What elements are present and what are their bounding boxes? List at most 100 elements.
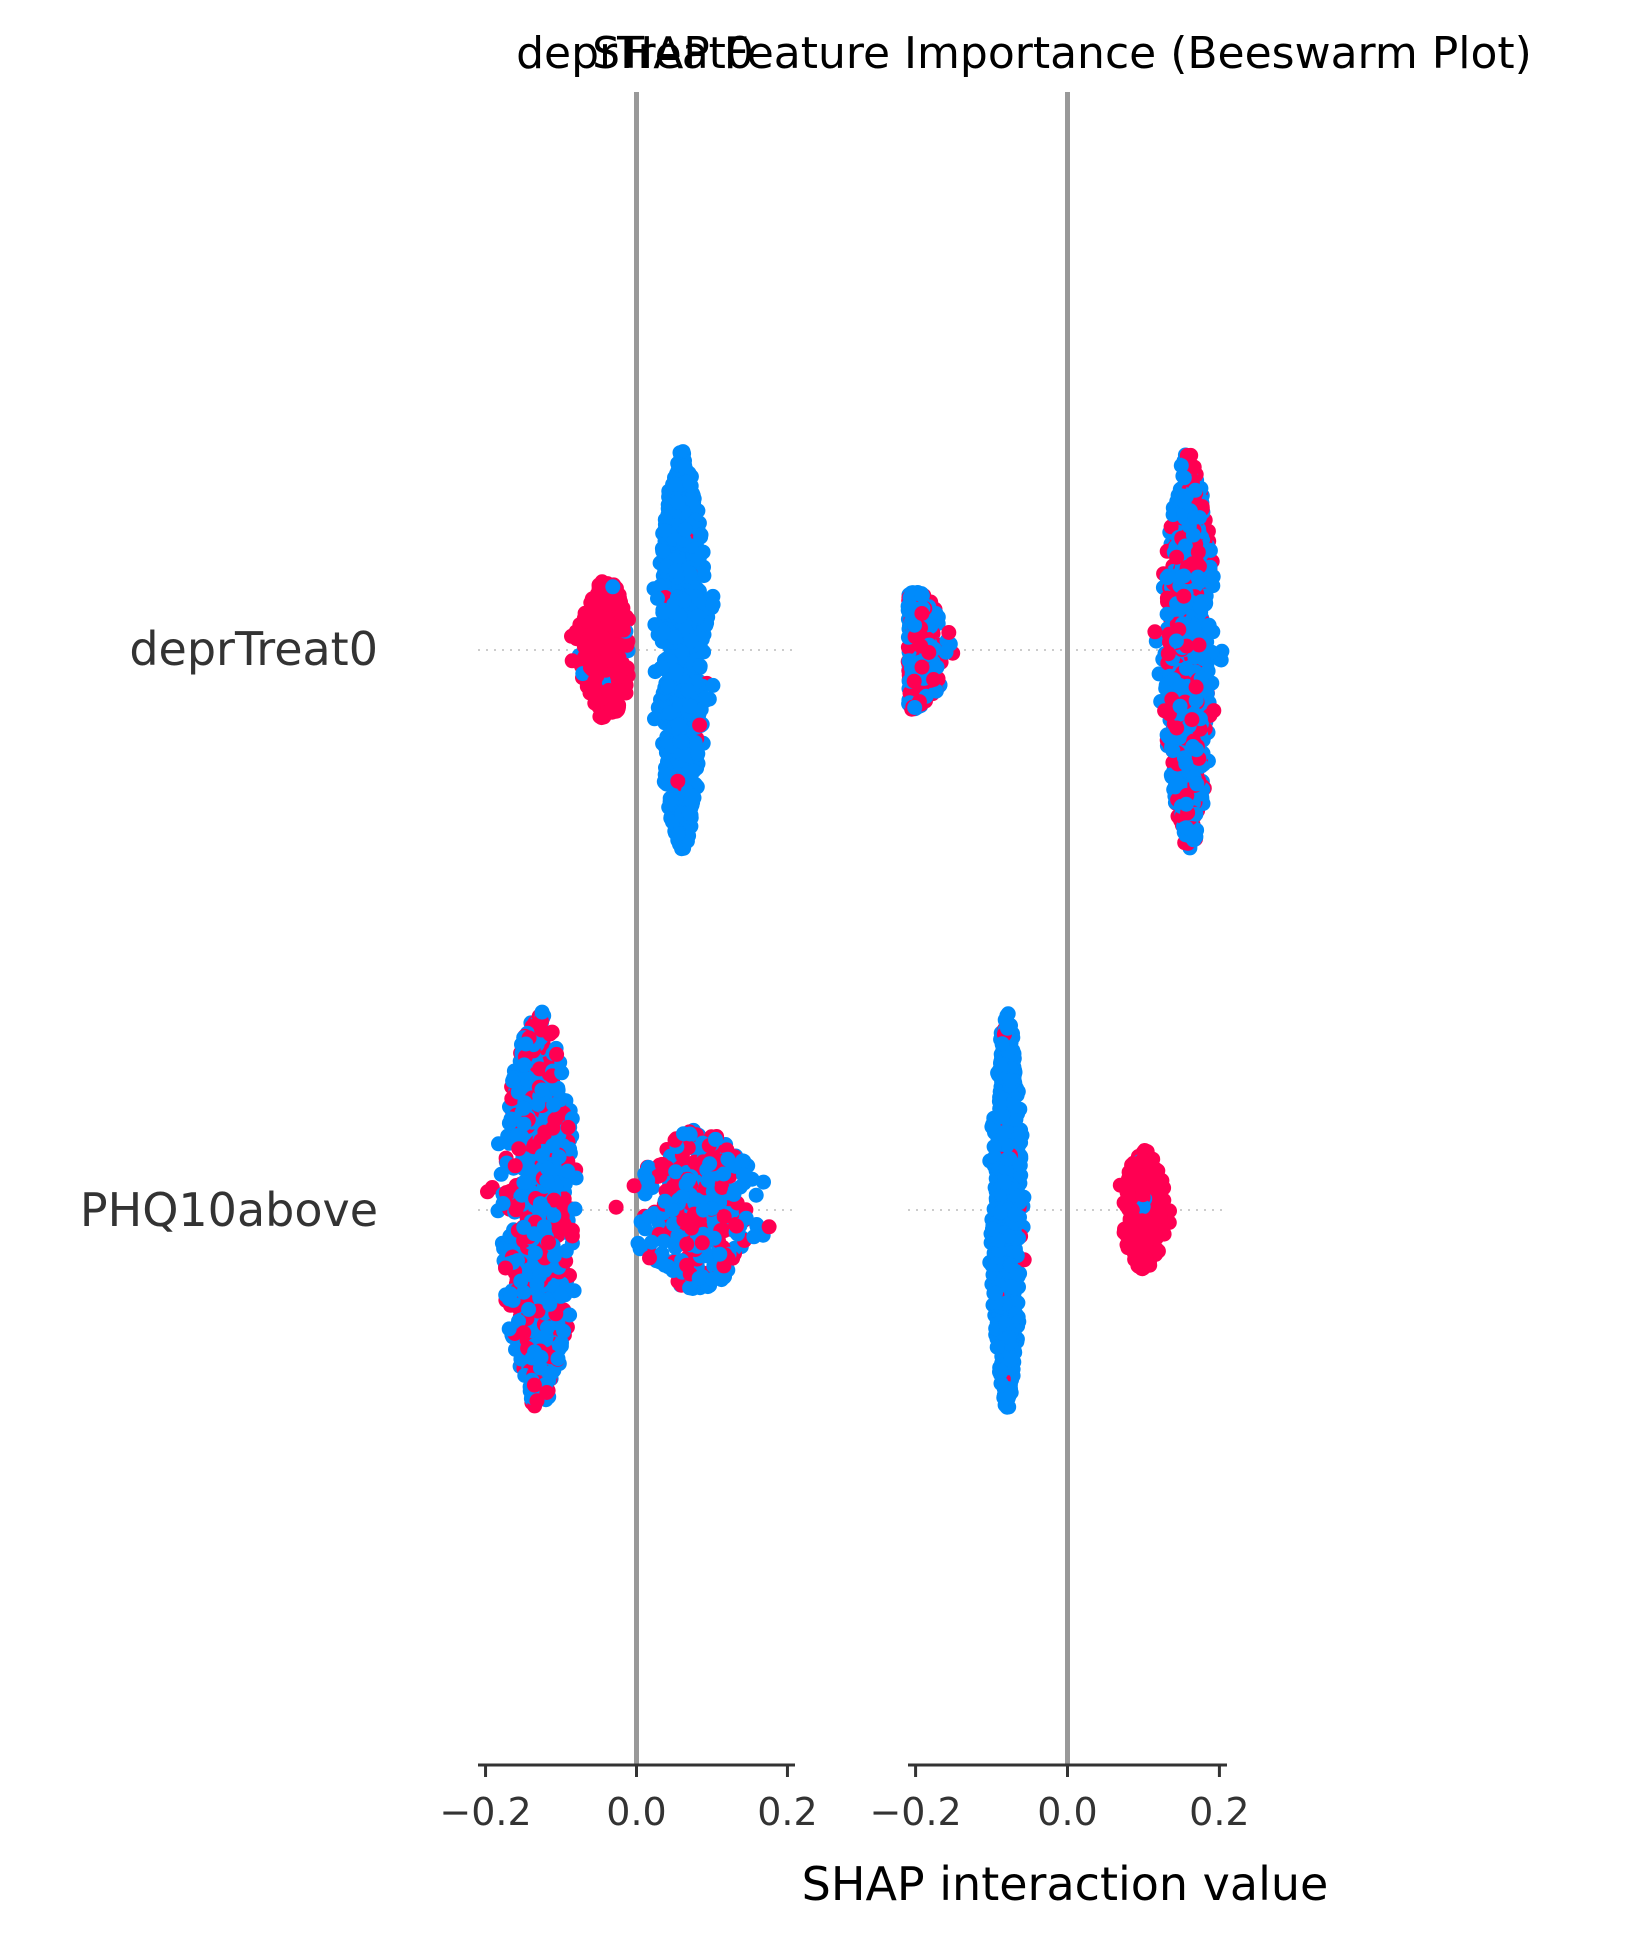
data-point [1188, 693, 1204, 709]
data-point [601, 616, 617, 632]
data-point [657, 1257, 673, 1273]
data-point [761, 1219, 777, 1235]
data-point [1007, 1098, 1023, 1114]
data-point [514, 1187, 530, 1203]
data-point [913, 638, 929, 654]
data-point [655, 543, 671, 559]
data-point [1160, 646, 1176, 662]
data-point [1169, 720, 1185, 736]
data-point [1135, 1187, 1151, 1203]
data-point [507, 1158, 523, 1174]
data-point [1004, 1279, 1019, 1295]
data-point [1185, 527, 1201, 543]
data-point [532, 1196, 548, 1212]
data-point [558, 1243, 574, 1259]
data-point [534, 1148, 550, 1164]
data-point [550, 1082, 566, 1098]
data-point [1156, 1192, 1172, 1208]
data-point [985, 1221, 1000, 1237]
data-point [683, 633, 699, 649]
x-tick-label: −0.2 [869, 1790, 961, 1834]
data-point [1157, 703, 1173, 719]
data-point [551, 1149, 567, 1165]
data-point [568, 624, 584, 640]
data-point [626, 1178, 642, 1194]
data-point [550, 1351, 566, 1367]
data-point [587, 673, 603, 689]
data-point [549, 1046, 565, 1062]
data-point [1142, 1257, 1158, 1273]
data-point [994, 1036, 1010, 1052]
panels: −0.2 0.0 0.2 −0.2 0.0 0.2 [439, 92, 1250, 1834]
data-point [670, 717, 686, 733]
x-tick-label: 0.0 [1037, 1790, 1097, 1834]
data-point [588, 591, 604, 607]
data-point [997, 1174, 1012, 1190]
data-point [702, 1156, 718, 1172]
data-point [995, 1108, 1011, 1124]
data-point [1189, 776, 1205, 792]
data-point [554, 1335, 569, 1351]
data-point [695, 1202, 711, 1218]
data-point [712, 1246, 728, 1262]
data-point [516, 1100, 531, 1116]
data-point [694, 1235, 710, 1251]
data-point [996, 1125, 1012, 1141]
data-point [907, 700, 923, 715]
panel-1: −0.2 0.0 0.2 [439, 92, 818, 1834]
data-point [674, 644, 690, 660]
data-point [1159, 606, 1175, 622]
data-point [691, 1270, 707, 1286]
data-point [668, 663, 684, 679]
data-point [600, 644, 616, 659]
data-point [516, 1325, 532, 1341]
data-point [579, 613, 594, 629]
data-point [1178, 756, 1194, 772]
data-point [542, 1296, 558, 1312]
data-point [692, 717, 708, 733]
data-point [615, 600, 631, 616]
data-point [1127, 1227, 1143, 1243]
data-point [1201, 617, 1217, 633]
data-point [1122, 1213, 1138, 1229]
data-point [592, 709, 608, 724]
data-point [654, 1156, 670, 1172]
data-point [667, 476, 683, 492]
data-point [657, 512, 673, 528]
panel-2: −0.2 0.0 0.2 [869, 92, 1250, 1834]
data-point [1179, 660, 1194, 676]
data-point [677, 522, 693, 538]
data-point [534, 1004, 550, 1020]
data-point [1186, 621, 1202, 637]
data-point [1190, 544, 1206, 560]
data-point [619, 637, 635, 653]
data-point [914, 606, 930, 621]
data-point [1159, 570, 1175, 586]
data-point [705, 597, 721, 612]
data-point [609, 668, 625, 684]
data-point [726, 1186, 742, 1202]
data-point [1149, 1176, 1165, 1192]
data-point [534, 1082, 550, 1098]
data-point [1187, 827, 1203, 843]
data-point [690, 608, 705, 624]
data-point [513, 1273, 529, 1289]
data-point [495, 1196, 511, 1211]
data-point [670, 494, 686, 510]
data-point [556, 1221, 572, 1237]
data-point [546, 1097, 562, 1113]
data-point [521, 1301, 537, 1317]
data-point [539, 1385, 555, 1400]
data-point [516, 1057, 532, 1073]
data-point [986, 1139, 1002, 1155]
data-point [729, 1218, 744, 1234]
data-point [1000, 1151, 1016, 1167]
x-axis-label: SHAP interaction value [802, 1857, 1329, 1911]
data-point [901, 653, 917, 669]
data-point [642, 1250, 657, 1266]
data-point [676, 593, 692, 609]
data-point [509, 1128, 525, 1144]
data-point [700, 1172, 716, 1188]
data-point [654, 660, 670, 675]
